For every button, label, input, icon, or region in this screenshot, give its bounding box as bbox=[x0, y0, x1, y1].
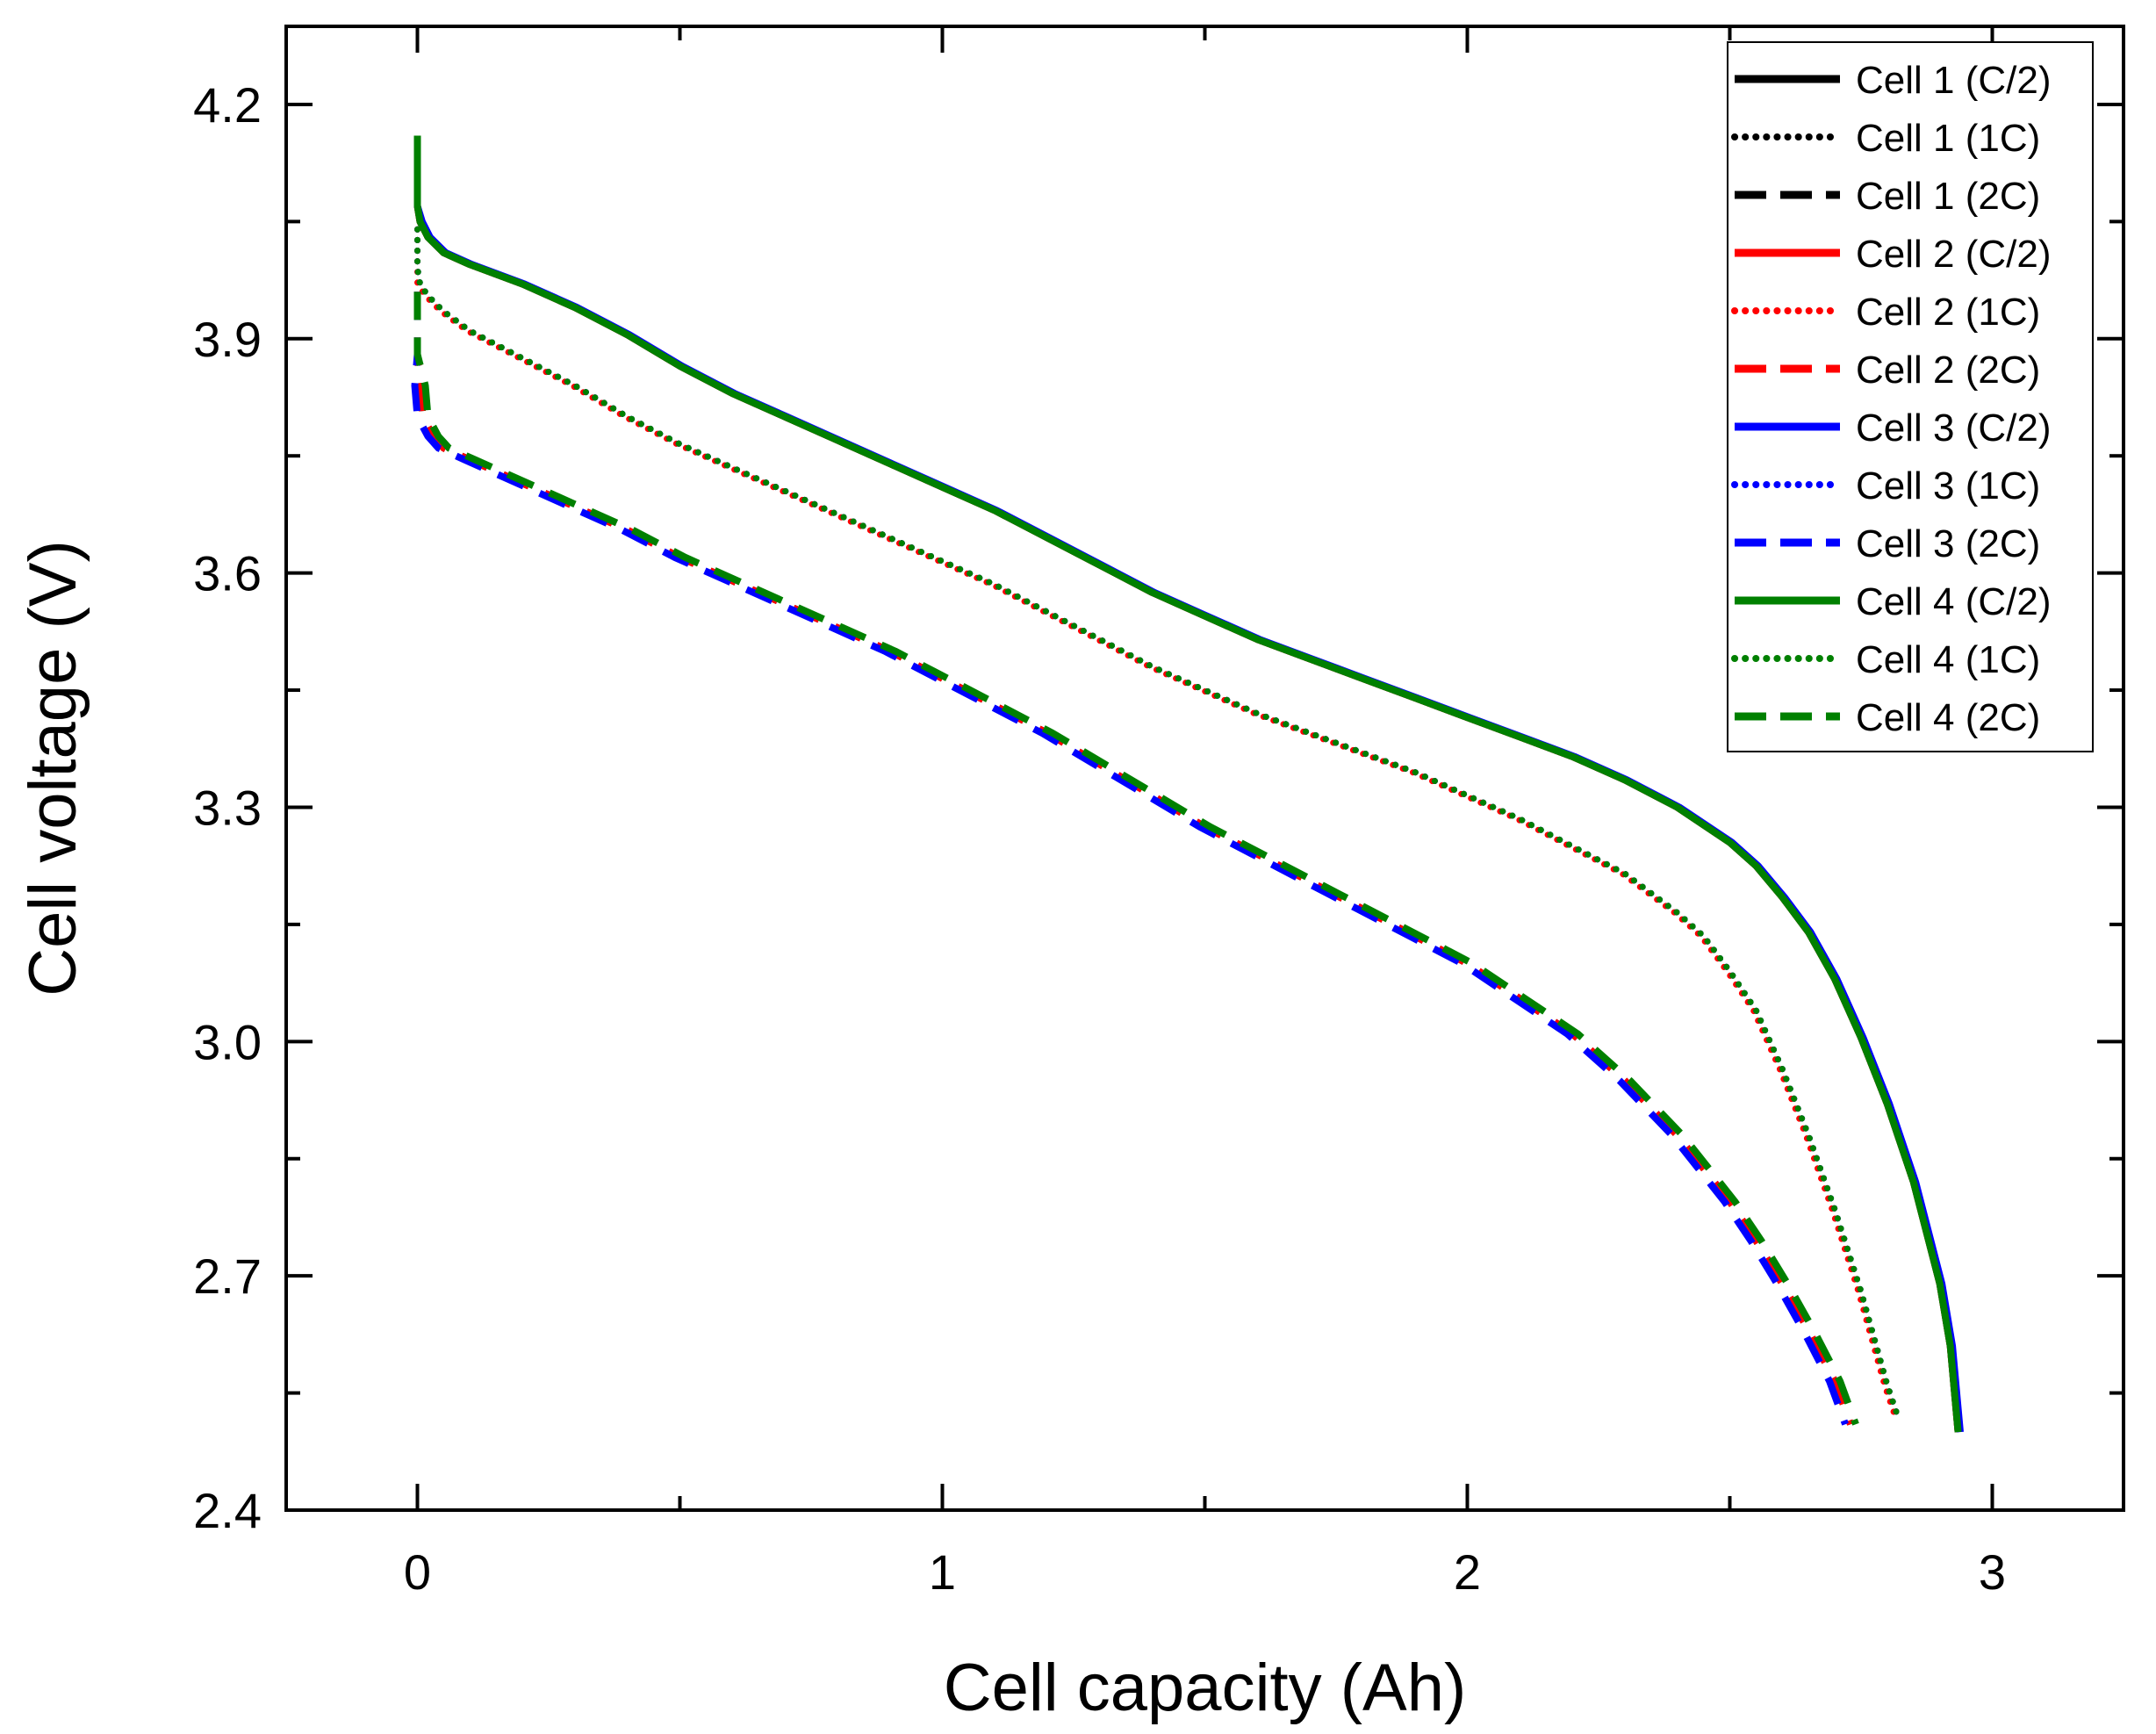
x-tick-label: 0 bbox=[404, 1544, 431, 1600]
legend: Cell 1 (C/2) Cell 1 (1C) Cell 1 (2C) Cell 2… bbox=[1727, 41, 2094, 752]
series-line bbox=[413, 135, 1962, 1433]
series-line bbox=[414, 226, 1901, 1420]
y-tick-label: 2.4 bbox=[193, 1483, 262, 1538]
x-tick-label: 2 bbox=[1454, 1544, 1481, 1600]
legend-label: Cell 2 (2C) bbox=[1856, 349, 2040, 392]
y-tick-label: 3.6 bbox=[193, 546, 262, 601]
series-line bbox=[414, 226, 1899, 1420]
legend-label: Cell 1 (1C) bbox=[1856, 117, 2040, 160]
legend-label: Cell 1 (2C) bbox=[1856, 175, 2040, 218]
legend-label: Cell 3 (1C) bbox=[1856, 464, 2040, 507]
legend-label: Cell 2 (1C) bbox=[1856, 291, 2040, 334]
series-line bbox=[413, 291, 1854, 1426]
series-line bbox=[411, 291, 1849, 1426]
legend-label: Cell 2 (C/2) bbox=[1856, 233, 2052, 276]
plot-series bbox=[411, 135, 1964, 1433]
series-line bbox=[414, 226, 1901, 1420]
y-tick-label: 4.2 bbox=[193, 77, 262, 133]
y-tick-label: 2.7 bbox=[193, 1248, 262, 1304]
y-axis-title: Cell voltage (V) bbox=[16, 540, 90, 997]
legend-label: Cell 3 (2C) bbox=[1856, 522, 2040, 565]
plot-frame bbox=[284, 25, 2125, 1512]
series-line bbox=[414, 226, 1901, 1420]
x-tick-label: 3 bbox=[1979, 1544, 2006, 1600]
series-line bbox=[413, 291, 1854, 1426]
legend-label: Cell 4 (2C) bbox=[1856, 696, 2040, 739]
legend-label: Cell 4 (1C) bbox=[1856, 638, 2040, 681]
y-tick-label: 3.0 bbox=[193, 1014, 262, 1069]
axis-tick-labels: 0 1 2 3 2.4 2.7 3.0 3.3 3.6 3.9 4.2 bbox=[193, 77, 2006, 1600]
legend-label: Cell 3 (C/2) bbox=[1856, 407, 2052, 450]
series-line bbox=[413, 291, 1859, 1426]
x-tick-label: 1 bbox=[929, 1544, 956, 1600]
axis-ticks bbox=[286, 26, 2124, 1512]
y-tick-label: 3.9 bbox=[193, 312, 262, 367]
y-tick-label: 3.3 bbox=[193, 780, 262, 835]
x-axis-title: Cell capacity (Ah) bbox=[944, 1651, 1467, 1725]
legend-label: Cell 1 (C/2) bbox=[1856, 59, 2052, 102]
legend-label: Cell 4 (C/2) bbox=[1856, 580, 2052, 623]
legend-box bbox=[1727, 41, 2094, 752]
